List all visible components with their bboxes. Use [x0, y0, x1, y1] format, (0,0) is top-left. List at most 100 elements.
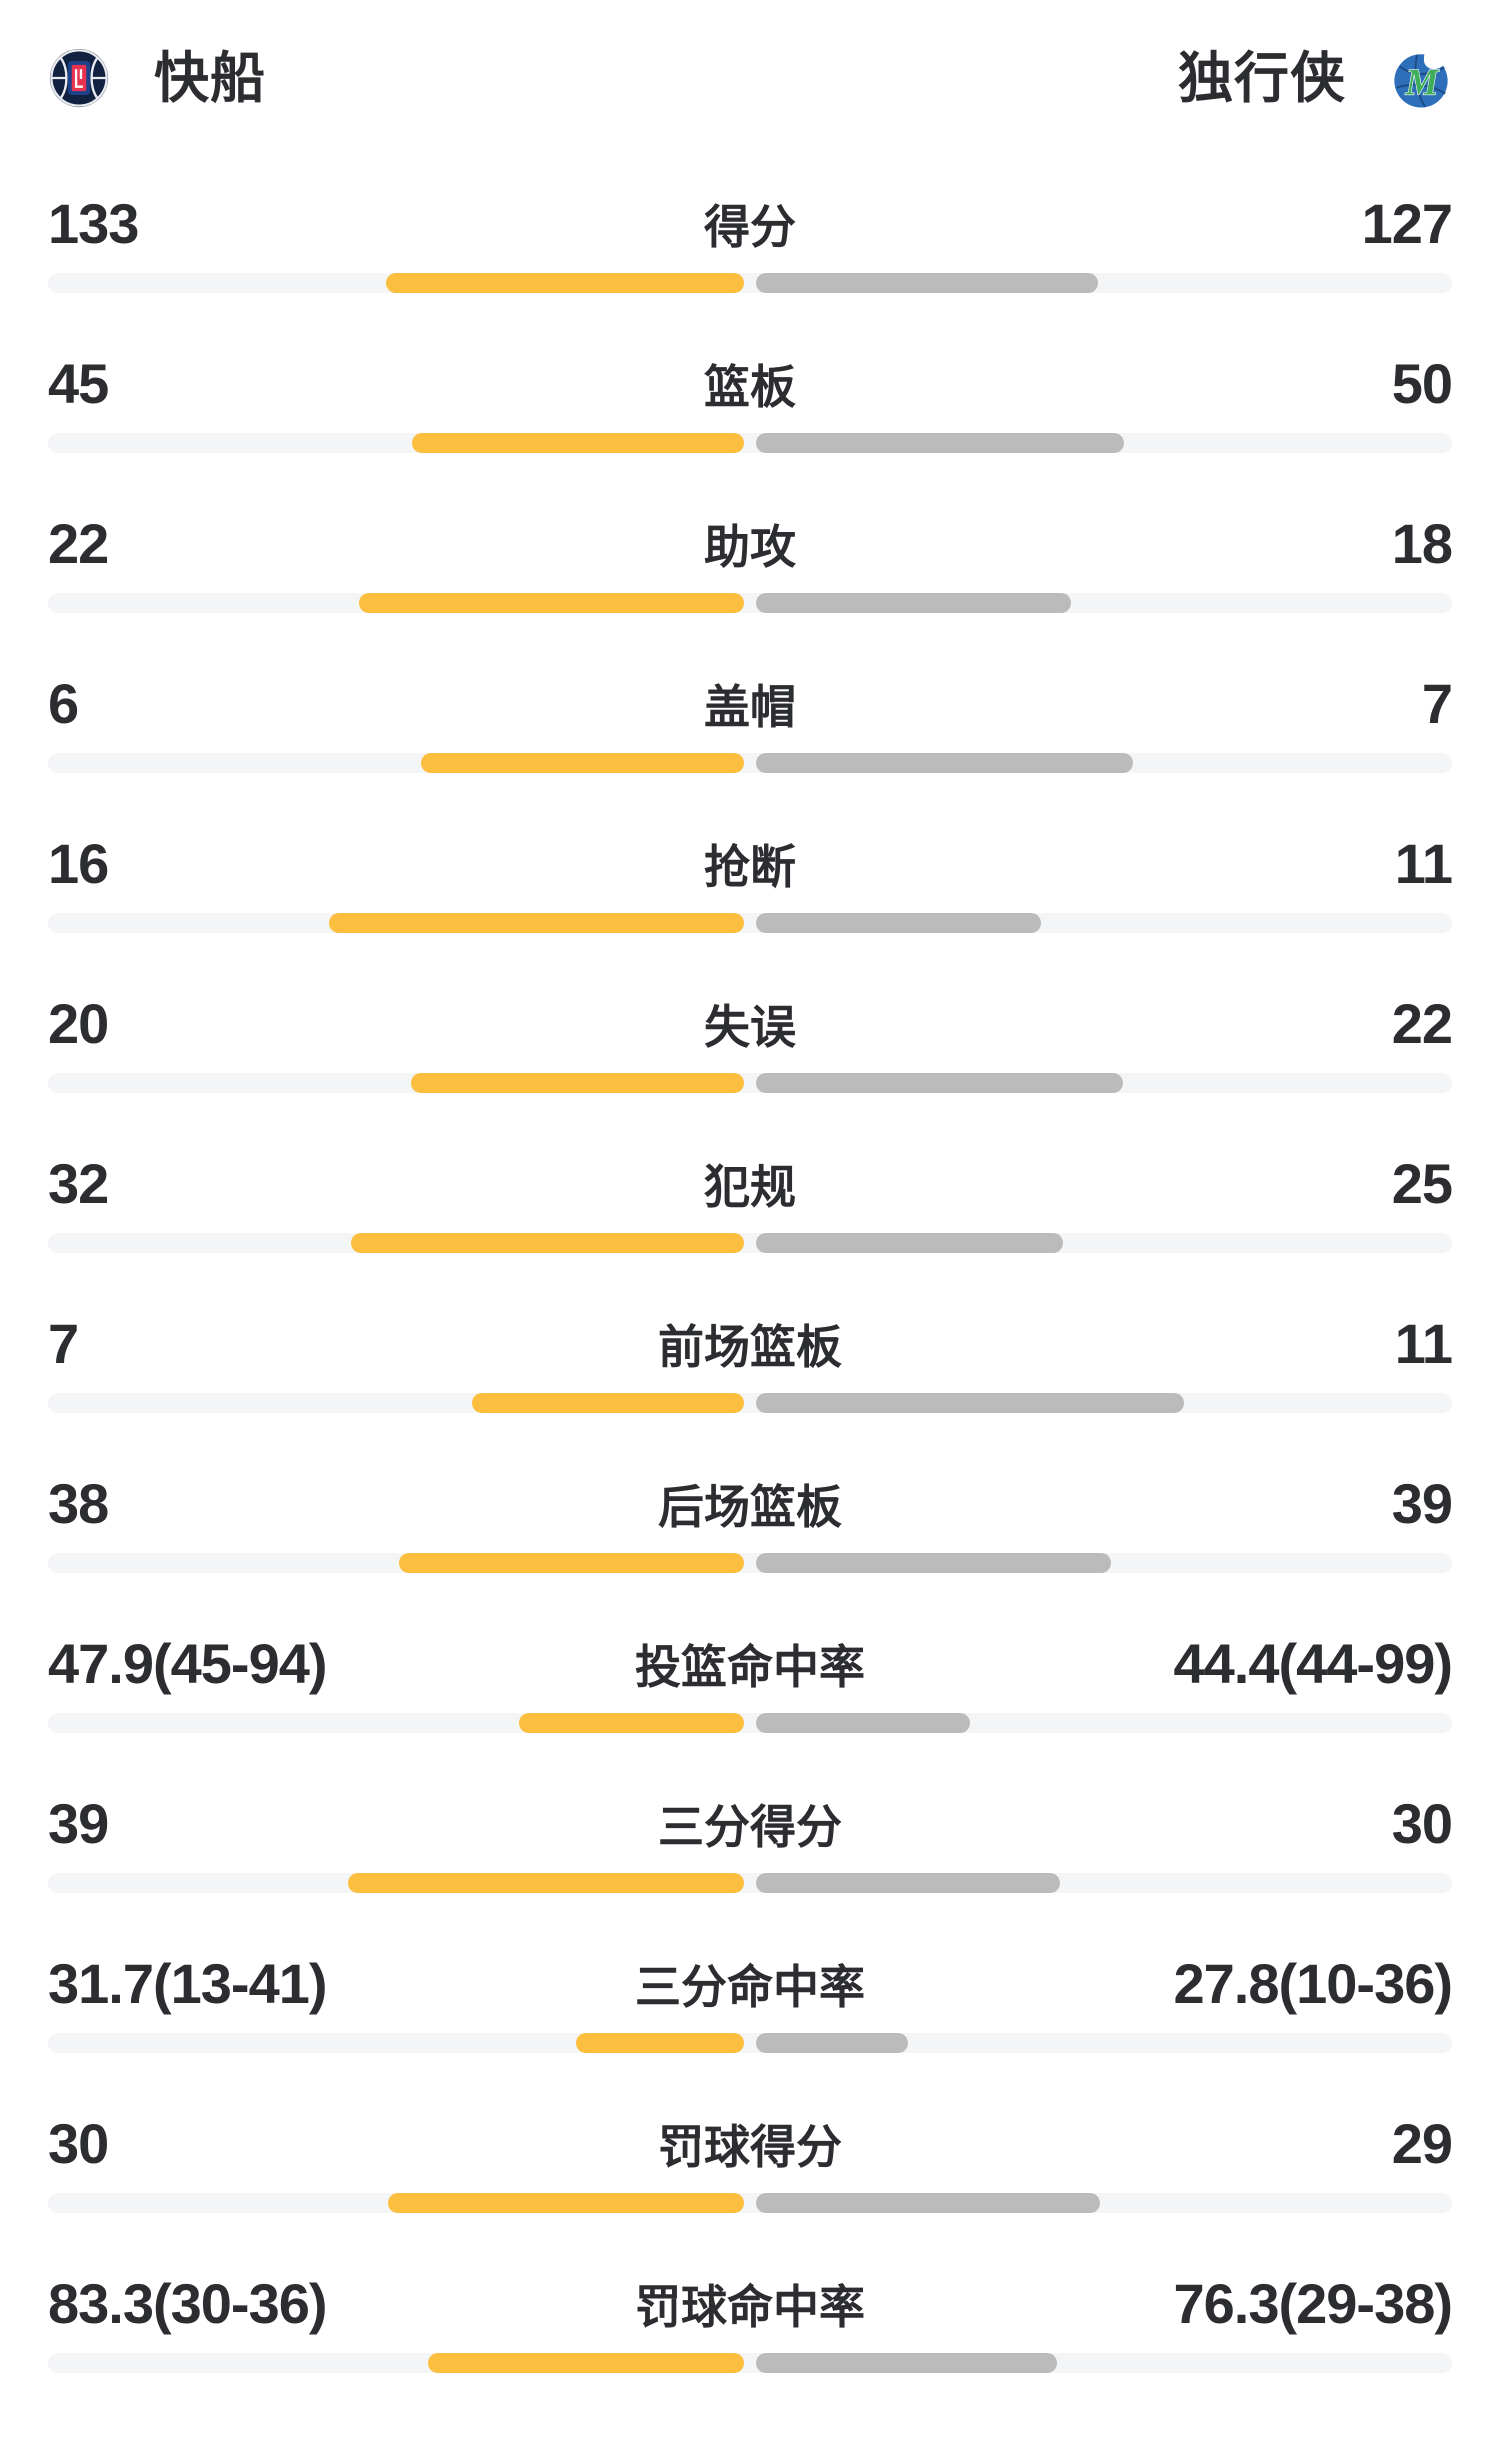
home-stat-bar	[428, 2353, 744, 2373]
clippers-logo-icon	[49, 48, 109, 108]
stat-label: 前场篮板	[658, 1321, 842, 1373]
stat-label: 犯规	[704, 1161, 796, 1213]
home-stat-bar	[388, 2193, 744, 2213]
away-stat-bar	[756, 2353, 1057, 2373]
stat-bar-track	[48, 1713, 1452, 1733]
home-stat-bar	[412, 433, 744, 453]
stat-row-text: 6 盖帽 7	[48, 672, 1453, 735]
stat-label: 盖帽	[704, 681, 796, 733]
away-stat-value: 127	[1361, 192, 1453, 255]
home-stat-bar	[399, 1553, 744, 1573]
home-stat-value: 47.9(45-94)	[48, 1632, 328, 1695]
away-stat-bar	[756, 593, 1071, 613]
home-stat-value: 6	[48, 672, 79, 735]
home-stat-value: 31.7(13-41)	[48, 1952, 328, 2015]
stat-row-text: 45 篮板 50	[48, 352, 1453, 415]
stat-row-text: 22 助攻 18	[48, 512, 1453, 575]
home-stat-value: 16	[48, 832, 109, 895]
svg-text:M: M	[1405, 61, 1440, 102]
away-stat-value: 25	[1391, 1152, 1453, 1215]
away-stat-value: 76.3(29-38)	[1173, 2272, 1453, 2335]
stat-bar-track	[48, 593, 1452, 613]
away-stat-bar	[756, 1393, 1184, 1413]
stat-label: 三分得分	[658, 1801, 842, 1853]
stat-row-text: 31.7(13-41) 三分命中率 27.8(10-36)	[48, 1952, 1453, 2015]
away-stat-bar	[756, 1233, 1063, 1253]
away-stat-value: 44.4(44-99)	[1173, 1632, 1453, 1695]
stat-row: 38 后场篮板 39	[48, 1420, 1453, 1580]
stat-row: 47.9(45-94) 投篮命中率 44.4(44-99)	[48, 1580, 1453, 1740]
home-stat-value: 39	[48, 1792, 109, 1855]
away-stat-value: 11	[1394, 832, 1453, 895]
mavericks-logo-icon: M	[1394, 47, 1448, 108]
stat-row-text: 32 犯规 25	[48, 1152, 1453, 1215]
home-stat-value: 32	[48, 1152, 109, 1215]
home-team: 快船	[48, 47, 266, 109]
stat-label: 投篮命中率	[635, 1641, 865, 1693]
match-stats-page: 快船 独行侠 M 133 得分 127 45 篮板 50 22 助攻 18 6 盖帽 7 16 抢断 11 2…	[0, 47, 1500, 2447]
home-stat-value: 30	[48, 2112, 109, 2175]
home-stat-bar	[411, 1073, 744, 1093]
stat-row: 83.3(30-36) 罚球命中率 76.3(29-38)	[48, 2220, 1453, 2380]
away-stat-value: 29	[1391, 2112, 1453, 2175]
away-stat-bar	[756, 913, 1041, 933]
stat-row: 6 盖帽 7	[48, 620, 1453, 780]
stat-bar-track	[48, 2353, 1452, 2373]
home-stat-bar	[519, 1713, 744, 1733]
stat-bar-track	[48, 1073, 1452, 1093]
away-stat-bar	[756, 1073, 1123, 1093]
home-stat-value: 133	[48, 192, 139, 255]
stat-row-text: 30 罚球得分 29	[48, 2112, 1453, 2175]
stat-bar-track	[48, 1873, 1452, 1893]
home-stat-bar	[386, 273, 744, 293]
home-stat-bar	[351, 1233, 744, 1253]
away-stat-value: 22	[1391, 992, 1453, 1055]
away-stat-value: 18	[1391, 512, 1453, 575]
stat-bar-track	[48, 2193, 1452, 2213]
away-team-name: 独行侠	[1177, 46, 1346, 109]
away-stat-value: 7	[1421, 672, 1453, 735]
stat-label: 篮板	[704, 361, 796, 413]
stat-label: 后场篮板	[658, 1481, 842, 1533]
home-stat-value: 45	[48, 352, 109, 415]
home-stat-value: 7	[48, 1312, 79, 1375]
stat-bar-track	[48, 913, 1452, 933]
stat-row-text: 20 失误 22	[48, 992, 1453, 1055]
stat-row: 31.7(13-41) 三分命中率 27.8(10-36)	[48, 1900, 1453, 2060]
stat-row-text: 16 抢断 11	[48, 832, 1453, 895]
teams-header: 快船 独行侠 M	[48, 47, 1452, 109]
away-stat-bar	[756, 1553, 1111, 1573]
stat-row-text: 7 前场篮板 11	[48, 1312, 1453, 1375]
stat-row-text: 38 后场篮板 39	[48, 1472, 1453, 1535]
stat-bar-track	[48, 273, 1452, 293]
stat-bar-track	[48, 433, 1452, 453]
home-stat-value: 38	[48, 1472, 109, 1535]
stat-row: 45 篮板 50	[48, 300, 1453, 460]
away-stat-bar	[756, 273, 1098, 293]
stat-label: 得分	[704, 201, 796, 253]
stat-label: 抢断	[704, 841, 796, 893]
stat-row: 39 三分得分 30	[48, 1740, 1453, 1900]
home-stat-bar	[359, 593, 744, 613]
home-stat-bar	[348, 1873, 744, 1893]
stat-row-text: 39 三分得分 30	[48, 1792, 1453, 1855]
away-team: 独行侠 M	[1178, 47, 1452, 109]
away-stat-value: 50	[1391, 352, 1453, 415]
away-stat-value: 30	[1391, 1792, 1453, 1855]
away-stat-bar	[756, 2193, 1100, 2213]
stat-bar-track	[48, 1553, 1452, 1573]
home-stat-bar	[472, 1393, 744, 1413]
home-stat-bar	[329, 913, 744, 933]
stat-label: 罚球命中率	[635, 2281, 865, 2333]
away-stat-value: 39	[1391, 1472, 1453, 1535]
away-stat-bar	[756, 2033, 908, 2053]
stat-row: 133 得分 127	[48, 140, 1453, 300]
stat-label: 失误	[704, 1001, 796, 1053]
away-stat-bar	[756, 1713, 970, 1733]
away-stat-bar	[756, 433, 1124, 453]
stat-row: 32 犯规 25	[48, 1100, 1453, 1260]
away-stat-value: 27.8(10-36)	[1173, 1952, 1453, 2015]
stat-label: 罚球得分	[658, 2121, 842, 2173]
stat-row: 20 失误 22	[48, 940, 1453, 1100]
stat-bar-track	[48, 753, 1452, 773]
